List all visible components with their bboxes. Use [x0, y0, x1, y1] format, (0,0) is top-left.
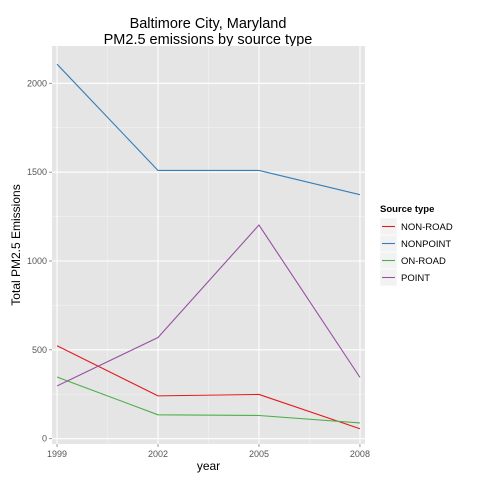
chart-title-line-2: PM2.5 emissions by source type [104, 32, 313, 48]
y-tick-label: 1500 [27, 167, 47, 177]
y-tick-label: 1000 [27, 256, 47, 266]
legend-label: POINT [401, 273, 430, 284]
chart-title-line-1: Baltimore City, Maryland [130, 16, 287, 32]
legend: Source type NON-ROAD NONPOINT ON-ROAD POINT [379, 204, 453, 287]
legend-label: NONPOINT [401, 239, 451, 250]
series-line-on-road [56, 376, 360, 424]
series-line-nonpoint [56, 63, 361, 196]
x-tick-label: 2008 [350, 449, 370, 459]
y-axis: 0 500 1000 1500 2000 [27, 78, 52, 444]
x-tick-label: 2002 [148, 449, 168, 459]
x-axis-label: year [197, 459, 220, 473]
x-tick-label: 2005 [249, 449, 269, 459]
x-axis: 1999 2002 2005 2008 [47, 444, 370, 459]
y-tick-label: 2000 [27, 78, 47, 88]
series-lines [56, 63, 361, 430]
y-tick-label: 0 [42, 434, 47, 444]
legend-title: Source type [380, 204, 434, 215]
x-tick-label: 1999 [47, 449, 67, 459]
y-tick-label: 500 [32, 345, 47, 355]
legend-label: ON-ROAD [401, 256, 446, 267]
major-gridlines [52, 46, 365, 444]
y-axis-label: Total PM2.5 Emissions [9, 184, 23, 305]
series-line-point [56, 224, 361, 387]
series-line-non-road [56, 345, 361, 430]
legend-label: NON-ROAD [401, 222, 453, 233]
